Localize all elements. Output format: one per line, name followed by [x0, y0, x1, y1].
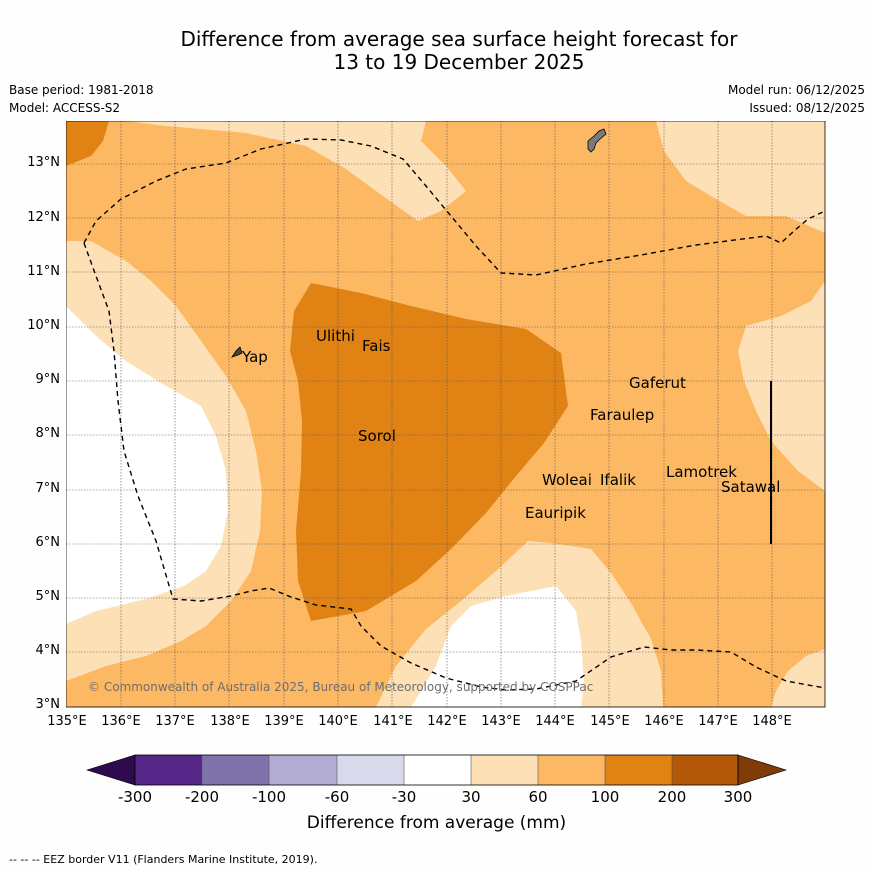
band-neutral-south [411, 586, 584, 707]
meta-right: Model run: 06/12/2025 Issued: 08/12/2025 [728, 81, 865, 117]
colorbar [86, 754, 788, 786]
lon-tick: 142°E [427, 714, 467, 729]
colorbar-tick: 200 [657, 788, 687, 806]
label-lamotrek: Lamotrek [666, 463, 737, 481]
colorbar-tick: -30 [391, 788, 417, 806]
title-line-2: 13 to 19 December 2025 [333, 50, 585, 74]
lat-tick: 7°N [35, 481, 61, 496]
lat-tick: 13°N [27, 155, 60, 170]
colorbar-tick: 60 [528, 788, 548, 806]
label-ulithi: Ulithi [316, 327, 355, 345]
lon-tick: 147°E [698, 714, 738, 729]
label-gaferut: Gaferut [629, 374, 686, 392]
label-woleai: Woleai [542, 471, 592, 489]
model-name: Model: ACCESS-S2 [9, 101, 121, 115]
lon-tick: 135°E [47, 714, 87, 729]
colorbar-tick: 30 [461, 788, 481, 806]
eez-border-west [83, 242, 825, 691]
label-faraulep: Faraulep [590, 406, 654, 424]
label-satawal: Satawal [721, 478, 780, 496]
lon-tick: 143°E [481, 714, 521, 729]
lon-tick: 148°E [752, 714, 792, 729]
colorbar-max-extend [737, 754, 788, 786]
colorbar-bin-1 [135, 755, 202, 785]
colorbar-tick: 300 [723, 788, 753, 806]
lat-tick: 8°N [35, 426, 61, 441]
band-100-200-central [290, 283, 568, 621]
footer-note: -- -- -- EEZ border V11 (Flanders Marine… [9, 853, 318, 866]
band-30-60-east [738, 281, 825, 491]
colorbar-bin-6 [471, 755, 538, 785]
lat-tick: 6°N [35, 535, 61, 550]
lon-tick: 144°E [535, 714, 575, 729]
colorbar-bin-3 [269, 755, 337, 785]
label-fais: Fais [362, 337, 391, 355]
lat-tick: 5°N [35, 589, 61, 604]
colorbar-min-extend [86, 754, 136, 786]
lat-tick: 12°N [27, 210, 60, 225]
colorbar-bin-5 [404, 755, 471, 785]
colorbar-bin-7 [538, 755, 605, 785]
label-yap: Yap [241, 348, 268, 366]
map-frame [66, 121, 826, 708]
sea-level-map: Yap Ulithi Fais Sorol Gaferut Faraulep W… [66, 121, 826, 708]
colorbar-tick: -200 [184, 788, 220, 806]
band-30-60-northeast [656, 121, 825, 233]
issued-date: Issued: 08/12/2025 [749, 101, 865, 115]
colorbar-bin-8 [605, 755, 672, 785]
place-labels: Yap Ulithi Fais Sorol Gaferut Faraulep W… [241, 327, 780, 522]
lat-tick: 9°N [35, 372, 61, 387]
lon-tick: 145°E [590, 714, 630, 729]
colorbar-tick: -60 [324, 788, 350, 806]
colorbar-tick: -300 [117, 788, 153, 806]
colorbar-bin-2 [202, 755, 269, 785]
lon-tick: 140°E [318, 714, 358, 729]
chart-title: Difference from average sea surface heig… [0, 28, 873, 74]
copyright-text: © Commonwealth of Australia 2025, Bureau… [88, 680, 593, 694]
lon-tick: 138°E [210, 714, 250, 729]
base-period: Base period: 1981-2018 [9, 83, 154, 97]
band-30-60-southeast [771, 649, 825, 707]
lon-tick: 136°E [101, 714, 141, 729]
label-ifalik: Ifalik [600, 471, 636, 489]
yap-island [231, 346, 243, 358]
colorbar-tick: -100 [251, 788, 287, 806]
lon-tick: 139°E [264, 714, 304, 729]
lat-tick: 10°N [27, 318, 60, 333]
band-30-60-north [126, 121, 466, 221]
band-neutral-west [66, 306, 228, 624]
lat-tick: 3°N [35, 697, 61, 712]
meta-left: Base period: 1981-2018 Model: ACCESS-S2 [9, 81, 154, 117]
guam-island [587, 128, 607, 153]
label-eauripik: Eauripik [525, 504, 586, 522]
colorbar-tick: 100 [590, 788, 620, 806]
colorbar-frame [134, 754, 739, 786]
colorbar-label: Difference from average (mm) [306, 813, 567, 833]
lat-tick: 11°N [27, 264, 60, 279]
lat-tick: 4°N [35, 643, 61, 658]
lon-tick: 146°E [644, 714, 684, 729]
colorbar-bin-4 [337, 755, 404, 785]
lon-tick: 137°E [155, 714, 195, 729]
label-sorol: Sorol [358, 427, 396, 445]
lon-tick: 141°E [373, 714, 413, 729]
band-100-200-northwest [66, 121, 109, 166]
colorbar-bin-9 [672, 755, 738, 785]
graticule [66, 121, 825, 707]
model-run: Model run: 06/12/2025 [727, 83, 865, 97]
title-line-1: Difference from average sea surface heig… [180, 27, 738, 51]
eez-border [83, 138, 825, 276]
